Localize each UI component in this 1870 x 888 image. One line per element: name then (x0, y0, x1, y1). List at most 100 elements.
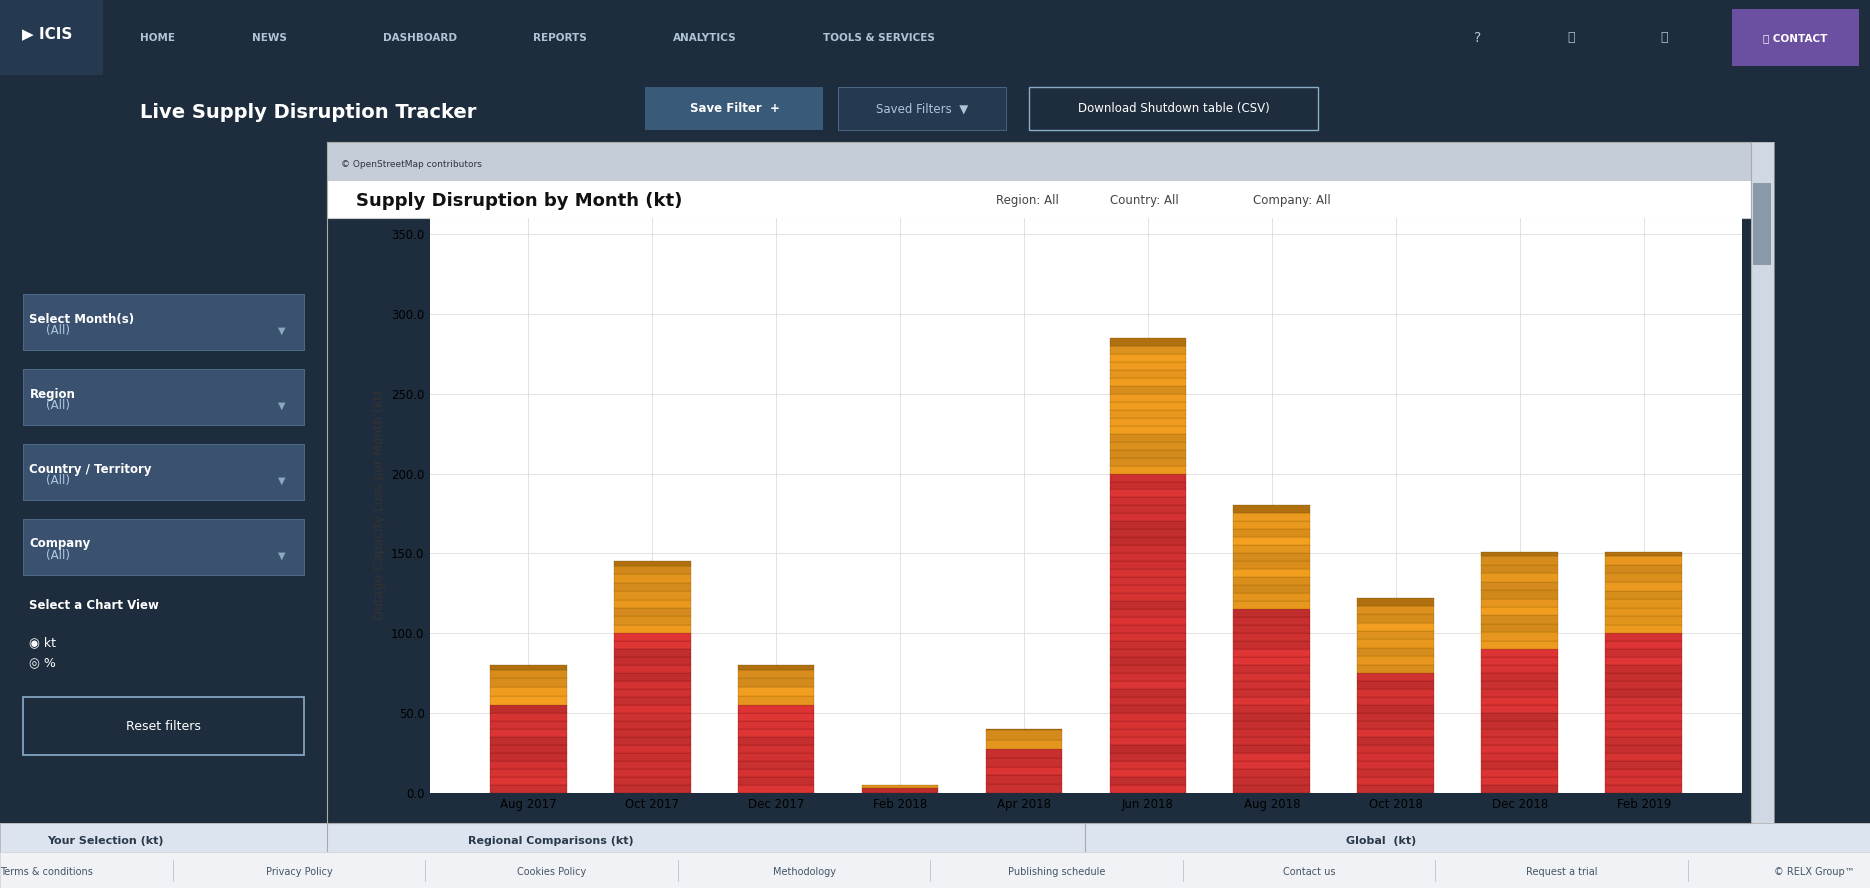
Bar (1358, 647, 1434, 656)
Text: Region: All: Region: All (997, 194, 1060, 208)
Bar (1358, 721, 1434, 729)
Bar (22, 369, 305, 424)
Bar (1358, 737, 1434, 745)
Bar (22, 444, 305, 500)
Bar (1234, 681, 1311, 689)
Bar (1358, 769, 1434, 777)
Bar (862, 785, 939, 788)
Bar (1481, 777, 1558, 785)
Text: Download Shutdown table (CSV): Download Shutdown table (CSV) (1079, 102, 1270, 115)
Bar (1109, 370, 1186, 378)
Bar (1604, 557, 1683, 565)
Bar (1604, 713, 1683, 721)
Bar (1234, 505, 1311, 513)
Text: 👤: 👤 (1661, 31, 1668, 44)
Bar (490, 678, 567, 687)
Bar (613, 745, 690, 753)
Bar (737, 705, 815, 713)
Bar (1358, 614, 1434, 622)
Bar (1109, 737, 1186, 745)
Text: NEWS: NEWS (252, 33, 288, 43)
Bar (1481, 649, 1558, 657)
Bar (1109, 409, 1186, 417)
Bar (1481, 591, 1558, 599)
Bar (1234, 745, 1311, 753)
Bar (1109, 769, 1186, 777)
Bar (1109, 585, 1186, 593)
Text: Company: All: Company: All (1253, 194, 1331, 208)
Bar (613, 777, 690, 785)
Bar (1109, 362, 1186, 370)
Bar (1109, 689, 1186, 697)
Bar (1234, 657, 1311, 665)
Text: Supply Disruption by Month (kt): Supply Disruption by Month (kt) (355, 192, 683, 210)
Bar (1604, 641, 1683, 649)
Bar (613, 624, 690, 633)
Bar (1109, 777, 1186, 785)
Text: (All): (All) (47, 400, 69, 412)
Text: ANALYTICS: ANALYTICS (673, 33, 737, 43)
Bar (613, 729, 690, 737)
Bar (1604, 624, 1683, 633)
Bar (490, 705, 567, 713)
Bar (1604, 599, 1683, 607)
Bar (838, 88, 1006, 131)
Bar (985, 758, 1062, 766)
Bar (1234, 689, 1311, 697)
Text: REPORTS: REPORTS (533, 33, 587, 43)
Bar (985, 775, 1062, 784)
Bar (1109, 497, 1186, 505)
Text: DASHBOARD: DASHBOARD (383, 33, 458, 43)
Text: ◉ kt: ◉ kt (30, 636, 56, 649)
Bar (1358, 697, 1434, 705)
Bar (1604, 745, 1683, 753)
Bar (1604, 753, 1683, 761)
Bar (1234, 665, 1311, 673)
Bar (490, 729, 567, 737)
Bar (1234, 521, 1311, 529)
Bar (1109, 569, 1186, 577)
Bar (613, 689, 690, 697)
Bar (737, 687, 815, 696)
Bar (1604, 777, 1683, 785)
Bar (1604, 591, 1683, 599)
Bar (613, 641, 690, 649)
Bar (1234, 777, 1311, 785)
Text: Publishing schedule: Publishing schedule (1008, 867, 1105, 877)
Bar (1234, 649, 1311, 657)
Text: 🗨 CONTACT: 🗨 CONTACT (1763, 33, 1827, 43)
Bar (1234, 577, 1311, 585)
Bar (1358, 656, 1434, 664)
Bar (1109, 705, 1186, 713)
Bar (1481, 705, 1558, 713)
Bar (1358, 664, 1434, 673)
Bar (1358, 606, 1434, 614)
Bar (613, 673, 690, 681)
Bar (613, 657, 690, 665)
Bar (1481, 769, 1558, 777)
Bar (1109, 641, 1186, 649)
Bar (1234, 537, 1311, 545)
Bar (1604, 565, 1683, 574)
Text: TOOLS & SERVICES: TOOLS & SERVICES (823, 33, 935, 43)
Bar (1109, 338, 1186, 346)
Bar (737, 769, 815, 777)
Text: HOME: HOME (140, 33, 176, 43)
Bar (1358, 689, 1434, 697)
Bar (1109, 529, 1186, 537)
Bar (490, 777, 567, 785)
Bar (1481, 761, 1558, 769)
Bar (1234, 697, 1311, 705)
Bar (737, 678, 815, 687)
Bar (1481, 551, 1558, 557)
Bar (613, 665, 690, 673)
Bar (1109, 617, 1186, 625)
Bar (490, 687, 567, 696)
Bar (1234, 609, 1311, 617)
Bar (1109, 417, 1186, 425)
Bar (1234, 625, 1311, 633)
Bar (1358, 639, 1434, 647)
Bar (1604, 665, 1683, 673)
Bar (1234, 729, 1311, 737)
Bar (1358, 761, 1434, 769)
